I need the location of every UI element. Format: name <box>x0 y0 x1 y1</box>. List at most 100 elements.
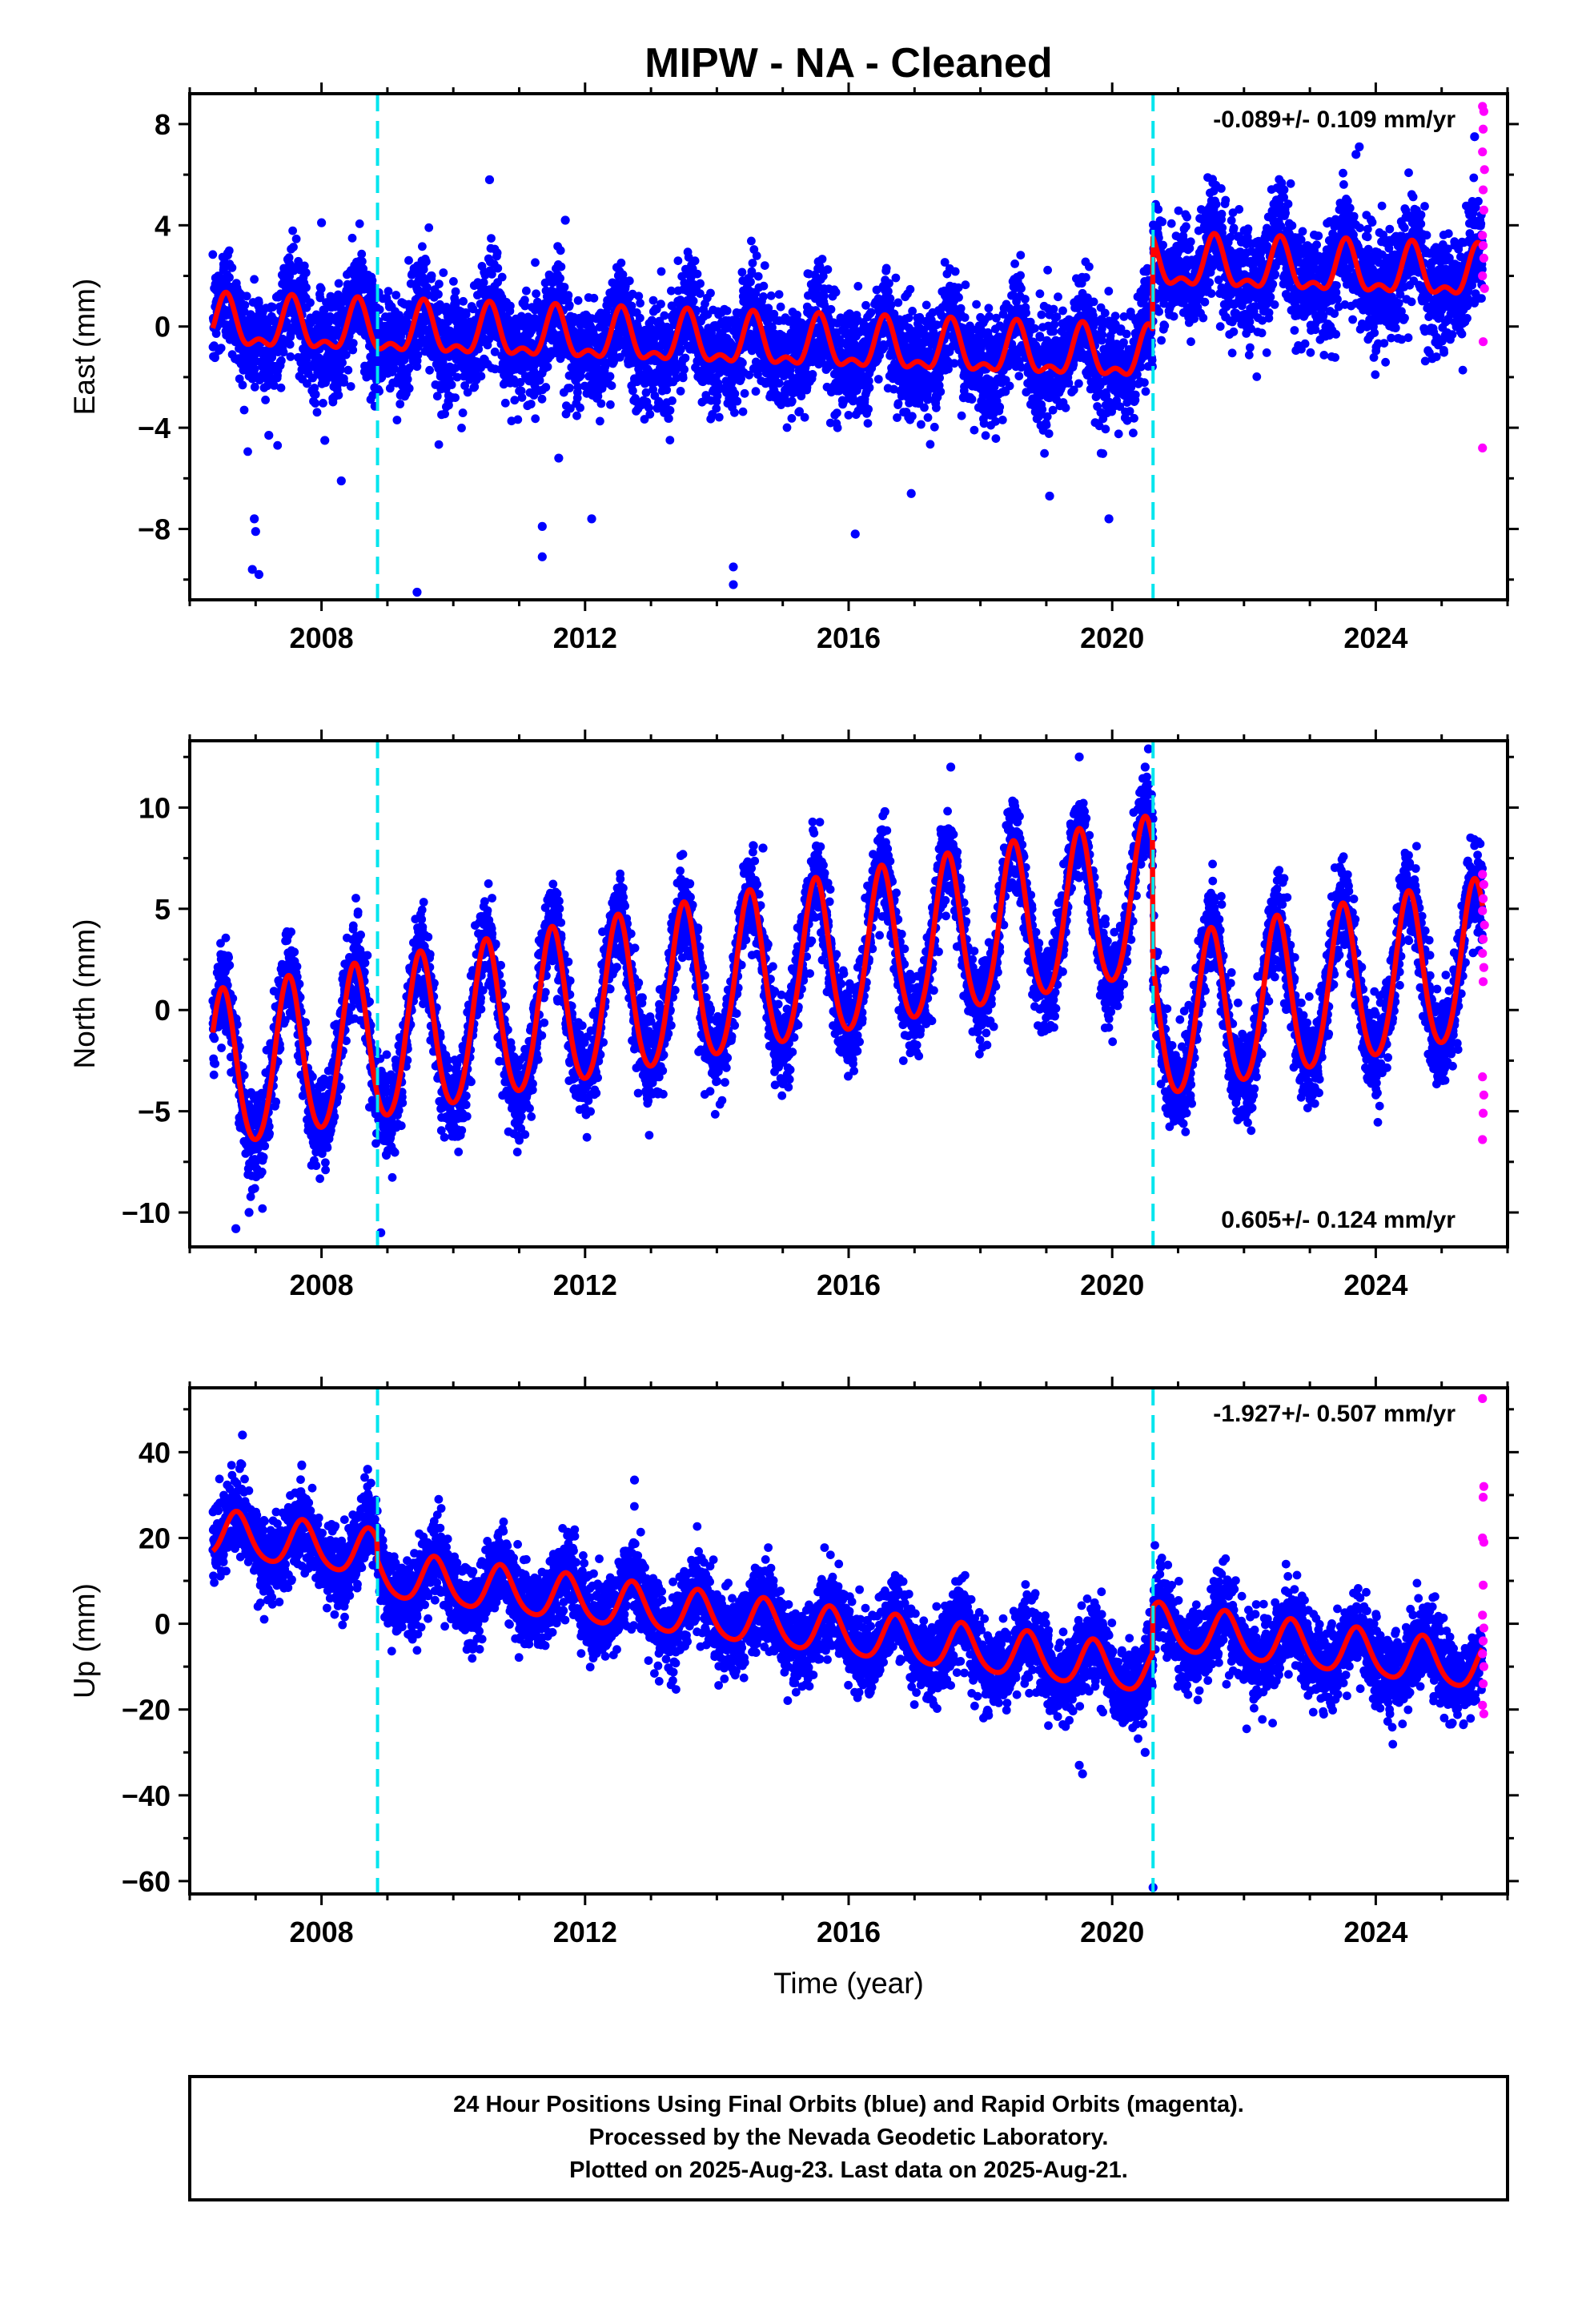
outlier-point <box>412 587 422 597</box>
x-axis-label: Time (year) <box>773 1967 924 2000</box>
x-tick-label: 2024 <box>1343 621 1407 654</box>
outlier-point <box>758 843 768 853</box>
x-tick-label: 2020 <box>1080 621 1144 654</box>
model-curve <box>211 1508 1485 1692</box>
rapid-orbit-point <box>1480 920 1489 930</box>
rapid-orbit-point <box>1478 1492 1488 1502</box>
outlier-point <box>629 1475 640 1485</box>
up-panel: 2008 2012 2016 2020 2024 −60 −40 −20 0 20 40 Up (mm… <box>68 1377 1519 2000</box>
y-tick-label: −8 <box>138 513 171 546</box>
outlier-point <box>1470 132 1480 142</box>
x-tick-label: 2020 <box>1080 1916 1144 1948</box>
rapid-orbit-point <box>1478 1108 1488 1118</box>
east-panel: 2008 2012 2016 2020 2024 −8 −4 0 4 8 East (mm) -0.0… <box>68 82 1519 654</box>
y-tick-label: 0 <box>155 311 171 344</box>
rapid-orbit-point <box>1478 906 1488 915</box>
rapid-orbit-point <box>1479 1709 1488 1719</box>
caption-line-2: Processed by the Nevada Geodetic Laborat… <box>589 2125 1109 2150</box>
data-points <box>208 102 1489 597</box>
x-tick-label: 2012 <box>553 1269 617 1301</box>
outlier-point <box>850 529 860 539</box>
y-tick-label: 0 <box>155 994 171 1027</box>
y-axis-label: North (mm) <box>68 919 101 1068</box>
outlier-point <box>264 431 274 440</box>
rapid-orbit-point <box>1478 948 1488 959</box>
y-tick-label: −5 <box>138 1096 171 1128</box>
y-tick-label: 0 <box>155 1608 171 1641</box>
outlier-point <box>320 436 330 445</box>
rapid-orbit-point <box>1478 337 1488 347</box>
x-tick-label: 2016 <box>817 621 881 654</box>
x-tick-label: 2012 <box>553 621 617 654</box>
rapid-orbit-point <box>1478 1580 1488 1590</box>
y-tick-label: 5 <box>155 893 171 926</box>
outlier-point <box>244 1208 254 1217</box>
model-curve <box>210 231 1485 377</box>
x-tick-label: 2008 <box>290 1916 354 1948</box>
rapid-orbit-point <box>1480 283 1489 293</box>
outlier-point <box>946 762 956 772</box>
rapid-orbit-point <box>1478 1636 1488 1646</box>
rapid-orbit-point <box>1478 870 1488 879</box>
y-tick-label: −10 <box>122 1196 171 1229</box>
y-axis-label: East (mm) <box>68 279 101 416</box>
y-tick-label: 20 <box>139 1522 171 1554</box>
outlier-point <box>254 569 264 580</box>
outlier-point <box>729 580 738 589</box>
outlier-point <box>880 806 889 817</box>
caption-line-3: Plotted on 2025-Aug-23. Last data on 202… <box>569 2157 1128 2183</box>
velocity-label: -0.089+/- 0.109 mm/yr <box>1213 107 1456 133</box>
x-tick-label: 2020 <box>1080 1269 1144 1301</box>
outlier-point <box>537 521 547 531</box>
x-tick-label: 2024 <box>1343 1269 1407 1301</box>
velocity-label: 0.605+/- 0.124 mm/yr <box>1221 1207 1456 1233</box>
rapid-orbit-point <box>1478 271 1488 281</box>
rapid-orbit-point <box>1478 185 1488 195</box>
x-tick-label: 2012 <box>553 1916 617 1948</box>
rapid-orbit-point <box>1479 1538 1488 1547</box>
outlier-point <box>906 489 916 498</box>
velocity-label: -1.927+/- 0.507 mm/yr <box>1213 1401 1456 1427</box>
outlier-point <box>250 514 259 524</box>
x-tick-label: 2008 <box>290 1269 354 1301</box>
outlier-point <box>251 527 260 537</box>
y-tick-label: 10 <box>139 791 171 824</box>
y-tick-label: −40 <box>122 1779 171 1812</box>
outlier-point <box>297 1460 307 1470</box>
outlier-point <box>1104 514 1114 524</box>
rapid-orbit-point <box>1478 894 1488 903</box>
outlier-point <box>336 476 346 486</box>
outlier-point <box>247 565 257 574</box>
rapid-orbit-point <box>1478 124 1488 134</box>
y-tick-label: 40 <box>139 1436 171 1469</box>
outlier-point <box>560 215 570 225</box>
rapid-orbit-point <box>1479 879 1488 890</box>
outlier-point <box>554 453 564 463</box>
outlier-point <box>363 1465 372 1474</box>
y-tick-label: 4 <box>155 209 171 242</box>
outlier-point <box>729 562 738 572</box>
x-tick-label: 2016 <box>817 1269 881 1301</box>
rapid-orbit-point <box>1478 1679 1488 1689</box>
y-tick-label: 8 <box>155 108 171 141</box>
rapid-orbit-point <box>1478 1649 1488 1659</box>
caption-line-1: 24 Hour Positions Using Final Orbits (bl… <box>453 2092 1244 2117</box>
rapid-orbit-point <box>1479 1482 1488 1491</box>
rapid-orbit-point <box>1478 443 1488 453</box>
rapid-orbit-point <box>1478 1135 1488 1144</box>
outlier-point <box>537 552 547 561</box>
outlier-point <box>1355 142 1364 151</box>
data-points <box>208 1393 1488 1892</box>
outlier-point <box>1143 744 1154 754</box>
outlier-point <box>238 1430 247 1440</box>
x-tick-label: 2016 <box>817 1916 881 1948</box>
outlier-point <box>1140 1747 1150 1757</box>
outlier-point <box>484 175 495 185</box>
outlier-point <box>1074 1760 1084 1770</box>
rapid-orbit-point <box>1478 241 1488 251</box>
outlier-point <box>1078 1769 1087 1779</box>
figure-title: MIPW - NA - Cleaned <box>644 40 1052 86</box>
model-curve <box>210 813 1485 1143</box>
y-tick-label: −4 <box>138 412 171 444</box>
